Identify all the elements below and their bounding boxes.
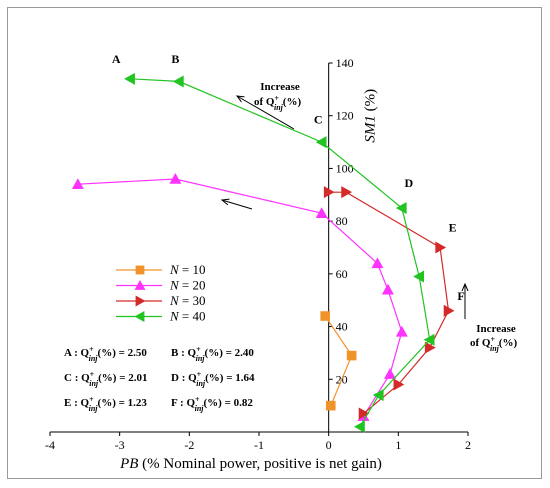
series-3-point — [435, 241, 447, 254]
x-axis-label: PB (% Nominal power, positive is net gai… — [119, 456, 382, 472]
series-2-point — [315, 207, 328, 219]
series-4-point — [172, 75, 184, 88]
series-2-point — [381, 283, 394, 295]
legend-marker — [135, 295, 146, 307]
series-3-point — [424, 341, 436, 354]
increase-annotation-top-line1: Increase — [260, 81, 300, 93]
series-4-point — [413, 270, 425, 283]
series-2-point — [71, 178, 84, 190]
series-1-point — [346, 350, 357, 361]
series-1-point — [325, 400, 336, 411]
point-label-d: D — [404, 176, 413, 190]
series-3-point — [393, 378, 405, 391]
point-label-f: F — [457, 289, 464, 303]
x-tick-label: 2 — [465, 438, 471, 452]
increase-annotation-right-line2: of Q+ inj(%) — [470, 335, 517, 353]
series-4-point — [395, 201, 407, 214]
increase-arrow-top — [237, 96, 295, 130]
point-label-a: A — [112, 52, 121, 66]
series-4-point — [124, 72, 135, 85]
increase-annotation-top-line2: of Q+ inj(%) — [254, 94, 301, 112]
legend-label: N = 40 — [169, 309, 206, 324]
x-tick-label: -1 — [254, 438, 264, 452]
q-value-f: F : Q+ inj(%) = 0.82 — [171, 395, 253, 413]
increase-arrow-middle — [222, 200, 253, 210]
x-tick-label: -2 — [184, 438, 194, 452]
y-tick-label: 40 — [336, 320, 348, 334]
y-tick-label: 60 — [336, 267, 348, 281]
series-2-point — [395, 325, 408, 337]
series-2-point — [371, 257, 384, 269]
x-tick-label: 1 — [395, 438, 401, 452]
legend-label: N = 10 — [169, 262, 206, 277]
legend-marker — [134, 311, 145, 322]
q-value-c: C : Q+ inj(%) = 2.01 — [64, 370, 148, 388]
legend-label: N = 30 — [169, 293, 206, 308]
y-tick-label: 80 — [336, 214, 348, 228]
q-value-d: D : Q+ inj(%) = 1.64 — [171, 370, 255, 388]
y-tick-label: 100 — [336, 161, 354, 175]
y-tick-label: 120 — [336, 109, 354, 123]
series-4-point — [354, 420, 365, 433]
series-2-point — [383, 368, 396, 379]
q-value-a: A : Q+ inj(%) = 2.50 — [64, 345, 147, 363]
series-4-point — [315, 136, 327, 149]
point-label-c: C — [314, 113, 323, 127]
legend-marker — [135, 265, 145, 275]
y-axis-label: SM1 (%) — [363, 89, 379, 143]
figure-frame: -4 -3 -2 -1 0 1 2 20 40 60 80 100 120 140 PB (% Nomina… — [7, 7, 542, 479]
series-2-line — [77, 178, 403, 417]
series-4-point — [372, 389, 384, 402]
point-label-e: E — [449, 221, 457, 235]
series-3-point — [341, 186, 353, 199]
series-4-point — [423, 333, 435, 346]
increase-annotation-right-line1: Increase — [476, 323, 516, 335]
legend-marker — [134, 280, 146, 290]
series-3-point — [323, 186, 335, 199]
series-1-point — [320, 311, 330, 321]
x-tick-label: -3 — [115, 438, 125, 452]
y-tick-label: 140 — [336, 56, 354, 70]
q-value-e: E : Q+ inj(%) = 1.23 — [64, 395, 147, 413]
point-label-b: B — [171, 52, 179, 66]
series-4-line — [130, 78, 431, 428]
legend-label: N = 20 — [169, 278, 206, 293]
series-3-point — [443, 304, 455, 317]
series-3-point — [358, 407, 370, 420]
q-value-b: B : Q+ inj(%) = 2.40 — [171, 345, 254, 363]
x-tick-label: 0 — [326, 438, 332, 452]
series-2-point — [169, 172, 182, 184]
x-tick-label: -4 — [45, 438, 55, 452]
